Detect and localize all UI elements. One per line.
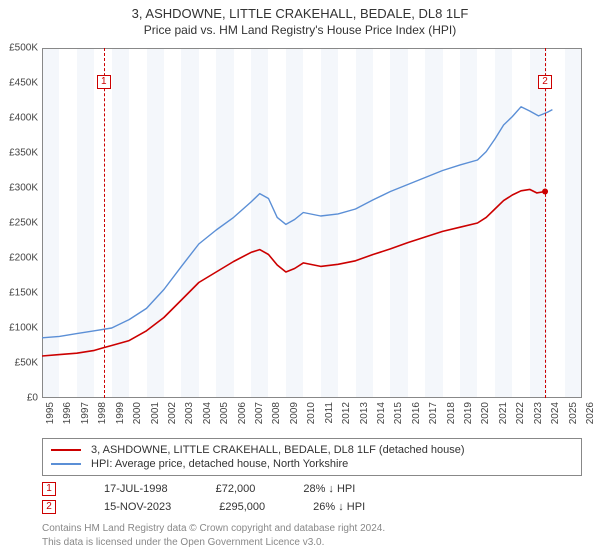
x-axis-label: 1997 <box>80 402 91 424</box>
year-band <box>425 48 442 398</box>
legend-label-hpi: HPI: Average price, detached house, Nort… <box>91 458 348 470</box>
marker-delta: 28% ↓ HPI <box>303 483 355 495</box>
marker-price: £72,000 <box>216 483 256 495</box>
price-marker-line <box>545 48 546 398</box>
year-band <box>42 48 59 398</box>
x-axis-label: 2016 <box>411 402 422 424</box>
y-axis-label: £300K <box>0 183 38 194</box>
x-axis-label: 1998 <box>97 402 108 424</box>
y-axis-label: £200K <box>0 253 38 264</box>
legend-row: HPI: Average price, detached house, Nort… <box>51 457 573 471</box>
marker-date: 17-JUL-1998 <box>104 483 168 495</box>
title-line-1: 3, ASHDOWNE, LITTLE CRAKEHALL, BEDALE, D… <box>0 6 600 21</box>
x-axis-label: 2019 <box>463 402 474 424</box>
x-axis-label: 2009 <box>289 402 300 424</box>
x-axis-label: 2026 <box>585 402 596 424</box>
marker-date: 15-NOV-2023 <box>104 501 171 513</box>
x-axis-label: 2001 <box>150 402 161 424</box>
chart-title-block: 3, ASHDOWNE, LITTLE CRAKEHALL, BEDALE, D… <box>0 0 600 39</box>
marker-delta: 26% ↓ HPI <box>313 501 365 513</box>
x-axis-label: 2015 <box>393 402 404 424</box>
legend-label-property: 3, ASHDOWNE, LITTLE CRAKEHALL, BEDALE, D… <box>91 444 465 456</box>
x-axis-label: 2010 <box>306 402 317 424</box>
x-axis-label: 2014 <box>376 402 387 424</box>
x-axis-label: 2017 <box>428 402 439 424</box>
attribution-footer: Contains HM Land Registry data © Crown c… <box>42 522 582 549</box>
x-axis-label: 1999 <box>115 402 126 424</box>
x-axis-label: 2023 <box>533 402 544 424</box>
x-axis-label: 2022 <box>515 402 526 424</box>
y-axis-label: £50K <box>0 358 38 369</box>
x-axis-label: 2018 <box>446 402 457 424</box>
chart-legend: 3, ASHDOWNE, LITTLE CRAKEHALL, BEDALE, D… <box>42 438 582 476</box>
year-band <box>460 48 477 398</box>
legend-row: 3, ASHDOWNE, LITTLE CRAKEHALL, BEDALE, D… <box>51 443 573 457</box>
chart-plot-area: £0£50K£100K£150K£200K£250K£300K£350K£400… <box>42 48 582 398</box>
year-band <box>565 48 582 398</box>
year-band <box>321 48 338 398</box>
y-axis-label: £150K <box>0 288 38 299</box>
footer-line-2: This data is licensed under the Open Gov… <box>42 536 582 550</box>
x-axis-label: 2011 <box>324 402 335 424</box>
y-axis-label: £0 <box>0 393 38 404</box>
x-axis-label: 2013 <box>359 402 370 424</box>
title-line-2: Price paid vs. HM Land Registry's House … <box>0 23 600 37</box>
marker-badge: 2 <box>42 500 56 514</box>
marker-row: 2 15-NOV-2023 £295,000 26% ↓ HPI <box>42 498 582 516</box>
x-axis-label: 2021 <box>498 402 509 424</box>
year-band <box>251 48 268 398</box>
year-band <box>147 48 164 398</box>
price-marker-badge: 2 <box>538 75 552 89</box>
y-axis-label: £250K <box>0 218 38 229</box>
marker-badge: 1 <box>42 482 56 496</box>
y-axis-label: £450K <box>0 78 38 89</box>
x-axis-label: 2012 <box>341 402 352 424</box>
marker-row: 1 17-JUL-1998 £72,000 28% ↓ HPI <box>42 480 582 498</box>
y-axis-label: £500K <box>0 43 38 54</box>
year-band <box>181 48 198 398</box>
x-axis-label: 2024 <box>550 402 561 424</box>
legend-swatch-property <box>51 449 81 451</box>
year-band <box>286 48 303 398</box>
year-band <box>112 48 129 398</box>
year-band <box>77 48 94 398</box>
year-band <box>495 48 512 398</box>
x-axis-label: 2020 <box>480 402 491 424</box>
price-marker-badge: 1 <box>97 75 111 89</box>
y-axis-label: £350K <box>0 148 38 159</box>
year-band <box>216 48 233 398</box>
x-axis-label: 2008 <box>271 402 282 424</box>
marker-price: £295,000 <box>219 501 265 513</box>
x-axis-label: 2006 <box>237 402 248 424</box>
year-band <box>390 48 407 398</box>
legend-swatch-hpi <box>51 463 81 465</box>
x-axis-label: 2005 <box>219 402 230 424</box>
y-axis-label: £100K <box>0 323 38 334</box>
x-axis-label: 1995 <box>45 402 56 424</box>
x-axis-label: 1996 <box>62 402 73 424</box>
x-axis-label: 2002 <box>167 402 178 424</box>
marker-data-rows: 1 17-JUL-1998 £72,000 28% ↓ HPI 2 15-NOV… <box>42 480 582 516</box>
x-axis-label: 2007 <box>254 402 265 424</box>
y-axis-label: £400K <box>0 113 38 124</box>
year-band <box>356 48 373 398</box>
x-axis-label: 2025 <box>568 402 579 424</box>
x-axis-label: 2000 <box>132 402 143 424</box>
x-axis-label: 2004 <box>202 402 213 424</box>
price-marker-line <box>104 48 105 398</box>
footer-line-1: Contains HM Land Registry data © Crown c… <box>42 522 582 536</box>
x-axis-label: 2003 <box>184 402 195 424</box>
